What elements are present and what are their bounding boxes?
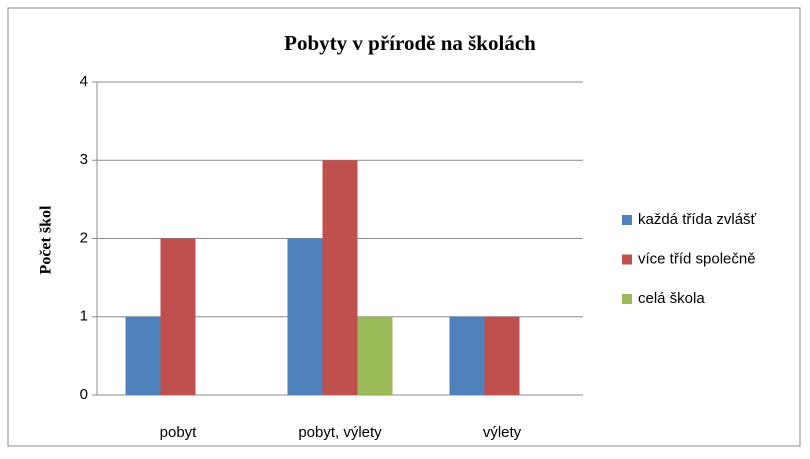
legend-swatch	[622, 254, 632, 265]
bar	[484, 316, 520, 395]
bar	[449, 316, 485, 395]
bar	[357, 316, 393, 395]
y-tick-label: 1	[80, 308, 88, 325]
legend-swatch	[622, 215, 632, 225]
chart-title: Pobyty v přírodě na školách	[284, 31, 536, 55]
y-tick-label: 2	[80, 229, 88, 246]
y-axis-label: Počet škol	[38, 205, 55, 274]
y-tick-label: 4	[80, 73, 88, 90]
x-tick-label: pobyt, výlety	[298, 424, 382, 441]
y-tick-label: 0	[80, 386, 88, 403]
legend-label: každá třída zvlášť	[638, 211, 757, 228]
bar	[125, 316, 161, 395]
bar	[287, 238, 323, 395]
y-tick-label: 3	[80, 151, 88, 168]
legend-label: celá škola	[638, 290, 705, 307]
bar	[160, 238, 196, 395]
legend-label: více tříd společně	[638, 250, 756, 267]
bar	[322, 160, 358, 395]
legend-swatch	[622, 294, 632, 304]
x-tick-label: pobyt	[160, 424, 198, 441]
x-tick-label: výlety	[483, 424, 522, 441]
